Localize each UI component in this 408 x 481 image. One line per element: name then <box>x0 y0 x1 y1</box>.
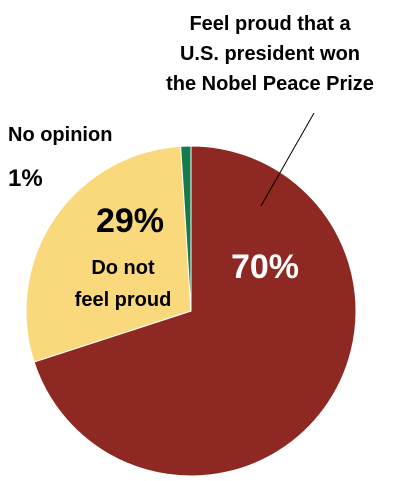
slice-no-opinion <box>180 145 192 312</box>
slice-label-feel-proud-line-2: U.S. president won <box>180 43 360 65</box>
slice-label-no-opinion: No opinion <box>8 124 112 146</box>
value-label-feel-proud: 70% <box>231 248 299 286</box>
slice-feel-proud <box>33 145 357 477</box>
leader-line <box>260 112 315 207</box>
slice-label-feel-proud-line-1: Feel proud that a <box>189 13 351 35</box>
value-label-no-opinion: 1% <box>8 165 43 192</box>
slice-label-feel-proud-line-3: the Nobel Peace Prize <box>166 73 374 95</box>
value-label-do-not-feel-proud: 29% <box>96 202 164 240</box>
slice-label-do-not-feel-proud-line-1: Do not <box>91 257 155 279</box>
slice-do-not-feel-proud <box>25 145 192 363</box>
slice-label-do-not-feel-proud-line-2: feel proud <box>75 289 172 311</box>
